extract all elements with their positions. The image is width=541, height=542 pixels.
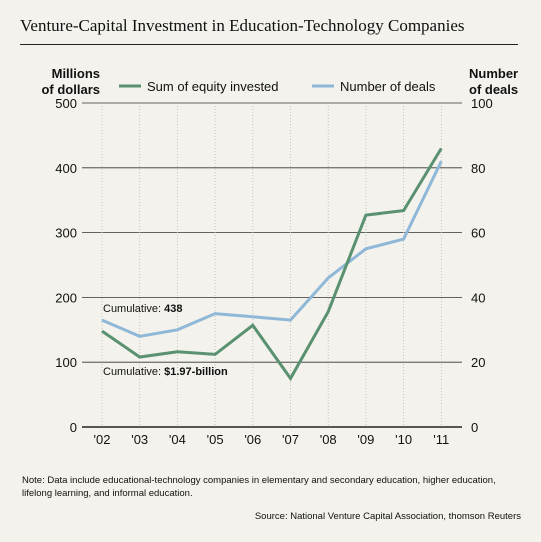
- annotation-equity-value: $1.97-billion: [164, 366, 228, 378]
- chart-title: Venture-Capital Investment in Education-…: [20, 16, 465, 35]
- x-tick-label: '02: [94, 432, 111, 447]
- right-tick-label: 60: [471, 226, 485, 241]
- vertical-gridlines: [101, 103, 442, 427]
- right-axis-ticks: 0 20 40 60 80 100: [471, 96, 493, 435]
- left-tick-label: 200: [55, 290, 77, 305]
- right-tick-label: 20: [471, 355, 485, 370]
- x-tick-label: '03: [131, 432, 148, 447]
- annotation-deals-value: 438: [164, 303, 182, 315]
- left-tick-label: 100: [55, 355, 77, 370]
- chart-source: Source: National Venture Capital Associa…: [254, 511, 521, 522]
- right-tick-label: 100: [471, 96, 493, 111]
- right-tick-label: 0: [471, 420, 478, 435]
- x-tick-label: '10: [395, 432, 412, 447]
- horizontal-gridlines: [82, 102, 462, 428]
- legend-label-deals: Number of deals: [340, 79, 436, 94]
- series-line-deals: [101, 160, 443, 338]
- x-axis-ticks: '02 '03 '04 '05 '06 '07 '08 '09 '10 '11: [94, 432, 450, 447]
- right-tick-label: 40: [471, 290, 485, 305]
- annotation-deals-prefix: Cumulative:: [103, 303, 164, 315]
- x-tick-label: '11: [433, 432, 449, 447]
- series-line-equity: [101, 147, 443, 382]
- x-tick-label: '08: [320, 432, 337, 447]
- left-tick-label: 400: [55, 161, 77, 176]
- right-axis-title-line1: Number: [469, 66, 518, 81]
- right-axis-title-line2: of deals: [469, 82, 518, 97]
- chart-note: Note: Data include educational-technolog…: [22, 475, 496, 499]
- x-tick-label: '04: [169, 432, 186, 447]
- x-tick-label: '05: [207, 432, 224, 447]
- left-tick-label: 0: [70, 420, 77, 435]
- title-rule: [20, 44, 518, 45]
- left-axis-title-line1: Millions: [52, 66, 100, 81]
- x-tick-label: '07: [282, 432, 299, 447]
- legend-label-equity: Sum of equity invested: [147, 79, 279, 94]
- annotation-equity-prefix: Cumulative:: [103, 366, 164, 378]
- legend: Sum of equity invested Number of deals: [119, 79, 436, 94]
- left-tick-label: 300: [55, 226, 77, 241]
- left-axis-ticks: 0 100 200 300 400 500: [55, 96, 77, 435]
- left-axis-title-line2: of dollars: [41, 82, 100, 97]
- left-tick-label: 500: [55, 96, 77, 111]
- x-tick-label: '09: [357, 432, 374, 447]
- series-lines: [101, 147, 443, 382]
- x-tick-label: '06: [244, 432, 261, 447]
- right-tick-label: 80: [471, 161, 485, 176]
- annotation-deals-cumulative: Cumulative: 438: [103, 303, 183, 315]
- annotation-equity-cumulative: Cumulative: $1.97-billion: [103, 366, 228, 378]
